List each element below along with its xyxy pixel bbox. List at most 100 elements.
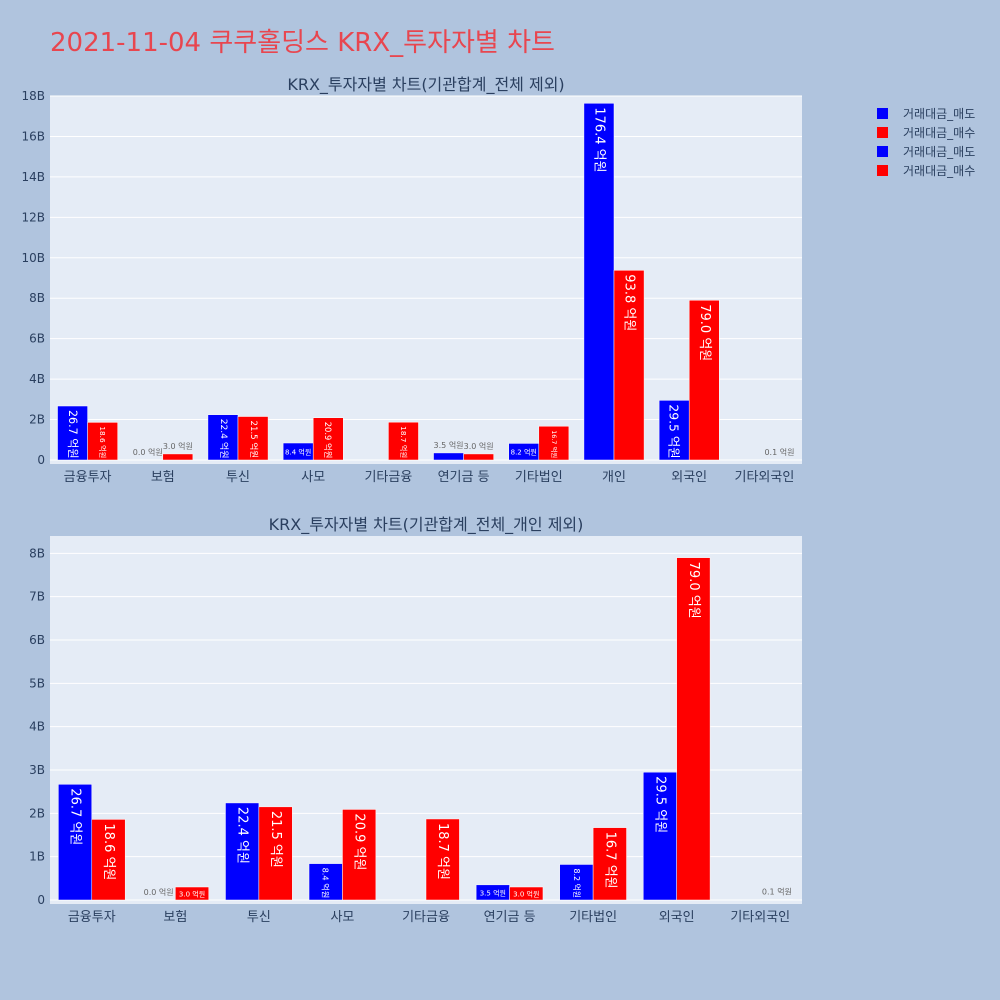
legend-entry-label[interactable]: 거래대금_매도	[903, 145, 975, 159]
data-label: 8.4 억원	[285, 448, 311, 457]
x-tick-label: 금융투자	[64, 470, 112, 485]
chart-title: KRX_투자자별 차트(기관합계_전체 제외)	[287, 75, 564, 95]
x-tick-label: 기타법인	[515, 470, 563, 485]
bar-sell	[559, 864, 594, 901]
data-label: 18.6 억원	[101, 823, 116, 880]
y-tick-label: 10B	[21, 251, 45, 265]
data-label: 26.7 억원	[66, 410, 79, 459]
bar-buy	[538, 425, 570, 461]
data-label: 3.0 억원	[179, 890, 205, 899]
chart-title: KRX_투자자별 차트(기관합계_전체_개인 제외)	[269, 515, 584, 535]
y-tick-label: 2B	[29, 413, 45, 427]
data-label: 29.5 억원	[667, 404, 682, 458]
y-tick-label: 6B	[29, 633, 45, 647]
data-label: 3.0 억원	[513, 890, 539, 899]
data-label: 20.9 억원	[352, 813, 367, 870]
data-label: 0.1 억원	[762, 887, 792, 897]
data-label: 26.7 억원	[68, 788, 83, 845]
data-label: 79.0 억원	[686, 562, 701, 619]
x-tick-label: 기타외국인	[734, 470, 794, 485]
data-label: 18.7 억원	[399, 426, 408, 458]
data-label: 18.6 억원	[98, 426, 107, 458]
data-label: 20.9 억원	[323, 422, 333, 459]
page-title: 2021-11-04 쿠쿠홀딩스 KRX_투자자별 차트	[50, 28, 555, 58]
y-tick-label: 8B	[29, 546, 45, 560]
x-tick-label: 기타법인	[569, 910, 617, 925]
data-label: 22.4 억원	[235, 807, 250, 864]
x-tick-label: 외국인	[671, 470, 707, 485]
bar-buy	[342, 809, 377, 901]
y-tick-label: 14B	[21, 170, 45, 184]
data-label: 0.0 억원	[133, 447, 163, 457]
bar-buy	[613, 270, 645, 461]
x-tick-label: 연기금 등	[484, 910, 536, 925]
x-tick-label: 보험	[163, 910, 187, 925]
bar-sell	[58, 784, 93, 901]
data-label: 3.5 억원	[480, 888, 506, 897]
legend-entry-label[interactable]: 거래대금_매도	[903, 107, 975, 121]
bar-buy	[175, 886, 210, 901]
bar-buy	[91, 819, 126, 901]
bar-buy	[463, 453, 494, 461]
bar-buy	[688, 299, 720, 461]
legend-swatch[interactable]	[877, 127, 888, 138]
data-label: 29.5 억원	[652, 776, 667, 833]
x-tick-label: 투신	[226, 470, 250, 485]
y-tick-label: 5B	[29, 676, 45, 690]
data-label: 8.4 억원	[321, 868, 331, 899]
bar-buy	[425, 818, 460, 901]
data-label: 3.0 억원	[464, 441, 494, 451]
y-tick-label: 8B	[29, 291, 45, 305]
bar-buy	[676, 557, 711, 901]
data-label: 18.7 억원	[435, 823, 450, 880]
data-label: 16.7 억원	[602, 832, 617, 889]
y-tick-label: 6B	[29, 332, 45, 346]
data-label: 0.0 억원	[144, 887, 174, 897]
chart-panel-1: 0 2B 4B 6B 8B 10B 12B 14B 16B 18B KRX_투자자별 차트(기관합계…	[21, 75, 802, 485]
data-label: 0.1 억원	[764, 447, 794, 457]
bar-buy	[87, 422, 118, 461]
chart-panel-2: 0 1B 2B 3B 4B 5B 6B 7B 8B KRX_투자자별 차트(기관합계_전체_개인 …	[29, 515, 802, 925]
legend-swatch[interactable]	[877, 108, 888, 119]
bar-buy	[162, 453, 194, 461]
bar-sell	[433, 452, 464, 461]
x-tick-label: 연기금 등	[438, 470, 490, 485]
x-tick-label: 보험	[151, 470, 175, 485]
x-tick-label: 사모	[330, 910, 354, 925]
legend-entry-label[interactable]: 거래대금_매수	[903, 164, 975, 178]
bar-sell	[225, 802, 260, 901]
bar-buy	[592, 827, 627, 901]
bar-buy	[258, 806, 293, 901]
data-label: 3.5 억원	[434, 440, 464, 450]
legend-entry-label[interactable]: 거래대금_매수	[903, 126, 975, 140]
data-label: 21.5 억원	[248, 421, 260, 459]
x-tick-label: 기타외국인	[730, 910, 790, 925]
y-tick-label: 1B	[29, 850, 45, 864]
y-tick-label: 0	[37, 893, 45, 907]
bar-sell	[658, 400, 690, 461]
y-tick-label: 2B	[29, 806, 45, 820]
y-tick-label: 18B	[21, 89, 45, 103]
x-tick-label: 기타금융	[402, 910, 450, 925]
data-label: 16.7 억원	[550, 430, 559, 458]
y-tick-label: 7B	[29, 590, 45, 604]
legend-swatch[interactable]	[877, 165, 888, 176]
bar-buy	[388, 421, 419, 461]
data-label: 21.5 억원	[268, 811, 283, 868]
bar-sell	[642, 771, 677, 901]
bar-sell	[308, 863, 343, 901]
bar-buy	[237, 416, 269, 461]
x-tick-label: 사모	[301, 470, 325, 485]
data-label: 93.8 억원	[622, 274, 637, 331]
data-label: 22.4 억원	[218, 419, 230, 459]
data-label: 79.0 억원	[697, 304, 712, 361]
bar-sell	[207, 414, 239, 461]
data-label: 176.4 억원	[591, 107, 606, 172]
y-tick-label: 16B	[21, 129, 45, 143]
data-label: 8.2 억원	[511, 448, 537, 457]
x-tick-label: 외국인	[659, 910, 695, 925]
legend-swatch[interactable]	[877, 146, 888, 157]
